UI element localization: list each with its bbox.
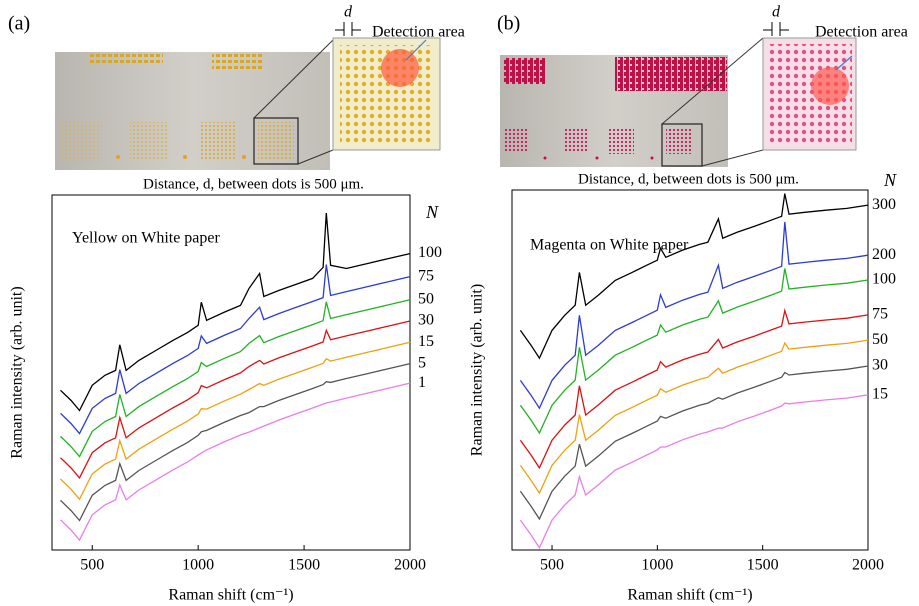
spectrum-line [519, 339, 869, 495]
spectrum-line [60, 264, 411, 435]
legend-label: 30 [418, 312, 434, 329]
spectrum-line [519, 193, 869, 360]
caption: Distance, d, between dots is 500 μm. [143, 176, 364, 192]
spectrum-line [519, 365, 869, 521]
spectrum-line [519, 394, 869, 550]
x-tick-label: 1000 [182, 557, 214, 574]
legend-label: 75 [418, 267, 434, 284]
legend-label: 50 [872, 331, 888, 348]
legend-label: 5 [418, 354, 426, 371]
inset-detection-label: Detection area [372, 24, 465, 41]
inset-detection-label: Detection area [815, 24, 908, 41]
legend-label: 100 [872, 271, 896, 288]
x-tick-label: 2000 [394, 557, 426, 574]
y-axis-label: Raman intensity (arb. unit) [9, 286, 26, 458]
photo-a [55, 22, 441, 170]
annotation: Magenta on White paper [530, 237, 689, 254]
x-tick-label: 500 [540, 557, 564, 574]
legend-label: 1 [418, 374, 426, 391]
x-axis-label: Raman shift (cm⁻¹) [627, 587, 752, 604]
annotation: Yellow on White paper [72, 230, 221, 247]
x-tick-label: 2000 [852, 557, 884, 574]
y-axis-label: Raman intensity (arb. unit) [469, 284, 486, 456]
x-tick-label: 1500 [288, 557, 320, 574]
caption: Distance, d, between dots is 500 μm. [578, 171, 799, 187]
spectrum-line [60, 320, 411, 480]
legend-label: 300 [872, 196, 896, 213]
inset-d-label: d [344, 4, 353, 21]
legend-label: 30 [872, 357, 888, 374]
plot-frame [51, 194, 411, 551]
inset-d-label: d [772, 4, 781, 21]
spectrum-line [519, 308, 869, 470]
legend-label: 15 [872, 386, 888, 403]
legend-label: 200 [872, 246, 896, 263]
x-tick-label: 1000 [641, 557, 673, 574]
spectrum-line [519, 268, 869, 435]
legend-title: N [883, 170, 897, 190]
x-axis-label: Raman shift (cm⁻¹) [168, 587, 293, 604]
spectrum-line [60, 341, 411, 501]
legend-label: 75 [872, 306, 888, 323]
legend-label: 100 [418, 244, 442, 261]
legend-title: N [425, 202, 439, 222]
panel-label: (a) [8, 13, 30, 35]
spectrum-line [519, 221, 869, 410]
legend-label: 15 [418, 333, 434, 350]
plot-frame [511, 189, 869, 551]
x-tick-label: 500 [80, 557, 104, 574]
panel-label: (b) [497, 13, 520, 35]
spectrum-line [60, 382, 411, 542]
x-tick-label: 1500 [747, 557, 779, 574]
spectrum-line [60, 213, 411, 412]
legend-label: 50 [418, 290, 434, 307]
photo-b [500, 22, 857, 167]
spectrum-line [60, 299, 411, 458]
spectrum-line [60, 362, 411, 522]
